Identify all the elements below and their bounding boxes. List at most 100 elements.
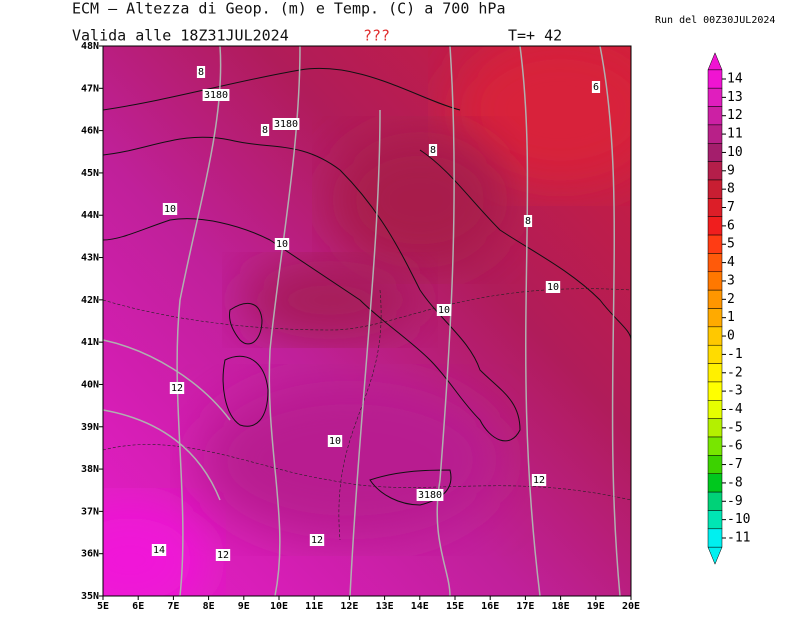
contour-label-box — [274, 238, 290, 250]
lat-label: 46N — [81, 126, 99, 137]
contour-label: 6 — [593, 82, 599, 93]
colorbar-box — [707, 234, 723, 254]
lat-label: 36N — [81, 549, 99, 560]
contour-label: 12 — [171, 383, 183, 394]
colorbar-box — [707, 289, 723, 309]
contour-label: 12 — [311, 535, 323, 546]
colorbar-box — [707, 436, 723, 456]
lat-label: 40N — [81, 379, 99, 390]
valid-time: Valida alle 18Z31JUL2024 — [72, 27, 289, 45]
colorbar-box — [707, 179, 723, 199]
colorbar-label: 11 — [727, 127, 743, 142]
colorbar-box — [707, 124, 723, 144]
contour-label-box — [272, 118, 300, 130]
colorbar-label: -8 — [727, 475, 743, 490]
contour-label: 10 — [438, 305, 450, 316]
lat-label: 35N — [81, 591, 99, 602]
flag: ??? — [363, 27, 390, 45]
colorbar-label: 14 — [727, 72, 743, 87]
colorbar-label: 7 — [727, 200, 735, 215]
colorbar-box — [707, 326, 723, 346]
map — [103, 46, 631, 596]
contour-label: 10 — [329, 436, 341, 447]
colorbar-label: 9 — [727, 163, 735, 178]
lat-label: 37N — [81, 506, 99, 517]
colorbar-box — [707, 198, 723, 217]
contour-label-box — [202, 89, 230, 101]
lon-label: 18E — [552, 601, 570, 612]
colorbar-label: 10 — [727, 145, 743, 160]
lon-label: 6E — [132, 601, 144, 612]
contour-label: 8 — [430, 145, 436, 156]
contour-label-box — [151, 544, 167, 556]
lat-label: 45N — [81, 168, 99, 179]
lat-label: 39N — [81, 422, 99, 433]
lon-label: 9E — [238, 601, 250, 612]
contour-label-box — [545, 281, 561, 293]
colorbar-box — [707, 344, 723, 364]
colorbar-box — [707, 455, 723, 474]
contour-label: 10 — [276, 239, 288, 250]
contour-label: 3180 — [274, 119, 298, 130]
colorbar-box — [707, 161, 723, 181]
colorbar-label: -9 — [727, 494, 743, 509]
contour-label-box — [215, 549, 231, 561]
contour-label: 8 — [525, 216, 531, 227]
colorbar-box — [707, 216, 723, 236]
colorbar-box — [707, 106, 723, 126]
colorbar-box — [707, 381, 723, 401]
contour-label-box — [591, 81, 601, 93]
colorbar-box — [707, 143, 723, 162]
lon-label: 14E — [411, 601, 429, 612]
contour-label: 3180 — [418, 490, 442, 501]
contour-label-box — [260, 124, 270, 136]
contour-label-box — [531, 474, 547, 486]
map-frame — [102, 45, 632, 597]
colorbar-label: 8 — [727, 182, 735, 197]
lon-label: 13E — [376, 601, 394, 612]
colorbar-label: -6 — [727, 439, 743, 454]
lon-label: 5E — [97, 601, 109, 612]
contour-label-box — [327, 435, 343, 447]
contour-label-box — [169, 382, 185, 394]
lon-label: 7E — [167, 601, 179, 612]
colorbar-label: -1 — [727, 347, 743, 362]
contour-label-box — [416, 489, 444, 501]
colorbar-box — [707, 253, 723, 273]
colorbar-box — [707, 363, 723, 383]
colorbar-box — [707, 308, 723, 328]
colorbar-box — [707, 87, 723, 107]
contour-label: 8 — [262, 125, 268, 136]
colorbar-bottom — [707, 546, 723, 565]
contour-label-box — [162, 203, 178, 215]
colorbar-top — [707, 52, 723, 71]
contour-label: 14 — [153, 545, 165, 556]
lat-label: 38N — [81, 464, 99, 475]
lon-label: 12E — [340, 601, 358, 612]
contour-label: 8 — [198, 67, 204, 78]
colorbar-box — [707, 271, 723, 291]
colorbar-box — [707, 69, 723, 89]
colorbar-label: -10 — [727, 512, 750, 527]
colorbar-label: 2 — [727, 292, 735, 307]
colorbar-label: -2 — [727, 365, 743, 380]
contour-label: 12 — [533, 475, 545, 486]
contour-label-box — [196, 66, 206, 78]
colorbar-label: 6 — [727, 218, 735, 233]
lat-label: 48N — [81, 41, 99, 52]
contour-label-box — [309, 534, 325, 546]
colorbar-label: -4 — [727, 402, 743, 417]
lon-label: 19E — [587, 601, 605, 612]
colorbar-label: -11 — [727, 531, 750, 546]
contour-label: 12 — [217, 550, 229, 561]
lon-label: 16E — [481, 601, 499, 612]
contour-label: 10 — [547, 282, 559, 293]
colorbar-box — [707, 400, 723, 419]
lon-label: 10E — [270, 601, 288, 612]
lon-label: 17E — [516, 601, 534, 612]
colorbar-label: -3 — [727, 384, 743, 399]
contour-label-box — [436, 304, 452, 316]
colorbar-label: 12 — [727, 108, 743, 123]
colorbar-label: -7 — [727, 457, 743, 472]
